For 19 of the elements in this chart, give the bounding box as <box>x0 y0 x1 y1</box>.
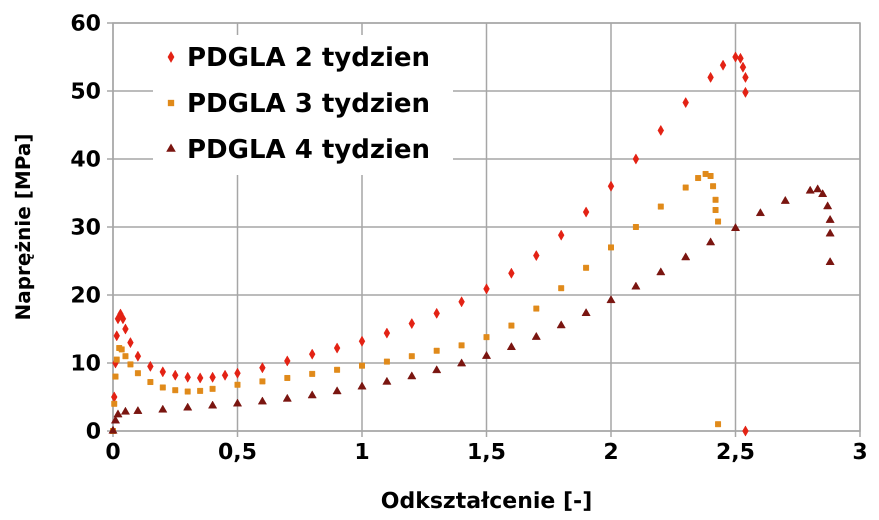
y-tick-label: 10 <box>70 352 101 377</box>
y-axis-title: Naprężnie [MPa] <box>11 133 35 321</box>
y-tick-label: 0 <box>86 420 101 445</box>
x-tick-label: 1,5 <box>467 440 506 465</box>
x-tick-label: 2 <box>603 440 619 465</box>
x-tick-label: 2,5 <box>716 440 755 465</box>
x-tick-label: 1 <box>354 440 370 465</box>
x-tick-label: 3 <box>852 440 868 465</box>
y-tick-label: 40 <box>70 148 101 173</box>
y-tick-label: 20 <box>70 284 101 309</box>
y-tick-label: 60 <box>70 12 101 37</box>
legend-label: PDGLA 3 tydzien <box>187 89 430 120</box>
legend-label: PDGLA 4 tydzien <box>187 135 430 166</box>
x-tick-label: 0,5 <box>218 440 257 465</box>
x-axis-title: Odkształcenie [-] <box>380 489 592 514</box>
x-tick-label: 0 <box>105 440 121 465</box>
y-tick-label: 30 <box>70 216 101 241</box>
legend-label: PDGLA 2 tydzien <box>187 43 430 74</box>
y-tick-label: 50 <box>70 80 101 105</box>
